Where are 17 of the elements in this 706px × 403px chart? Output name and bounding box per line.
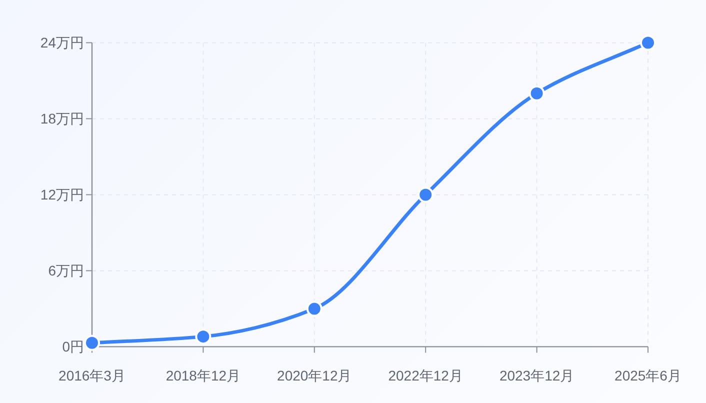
x-tick-label: 2018年12月 bbox=[166, 368, 241, 384]
x-tick-label: 2025年6月 bbox=[614, 368, 682, 384]
point bbox=[195, 328, 212, 345]
y-tick-label: 18万円 bbox=[40, 110, 84, 127]
point bbox=[640, 34, 656, 51]
point bbox=[528, 85, 545, 102]
x-tick-label: 2023年12月 bbox=[499, 368, 574, 384]
point bbox=[418, 186, 434, 203]
point bbox=[306, 300, 322, 317]
y-tick-label: 12万円 bbox=[40, 186, 84, 203]
y-tick-label: 24万円 bbox=[40, 34, 84, 51]
x-tick-label: 2020年12月 bbox=[277, 368, 352, 384]
x-tick-label: 2022年12月 bbox=[388, 368, 463, 384]
point bbox=[84, 334, 100, 351]
y-tick-label: 6万円 bbox=[48, 262, 84, 279]
y-tick-label: 0円 bbox=[62, 338, 84, 355]
x-tick-label: 2016年3月 bbox=[58, 368, 126, 384]
